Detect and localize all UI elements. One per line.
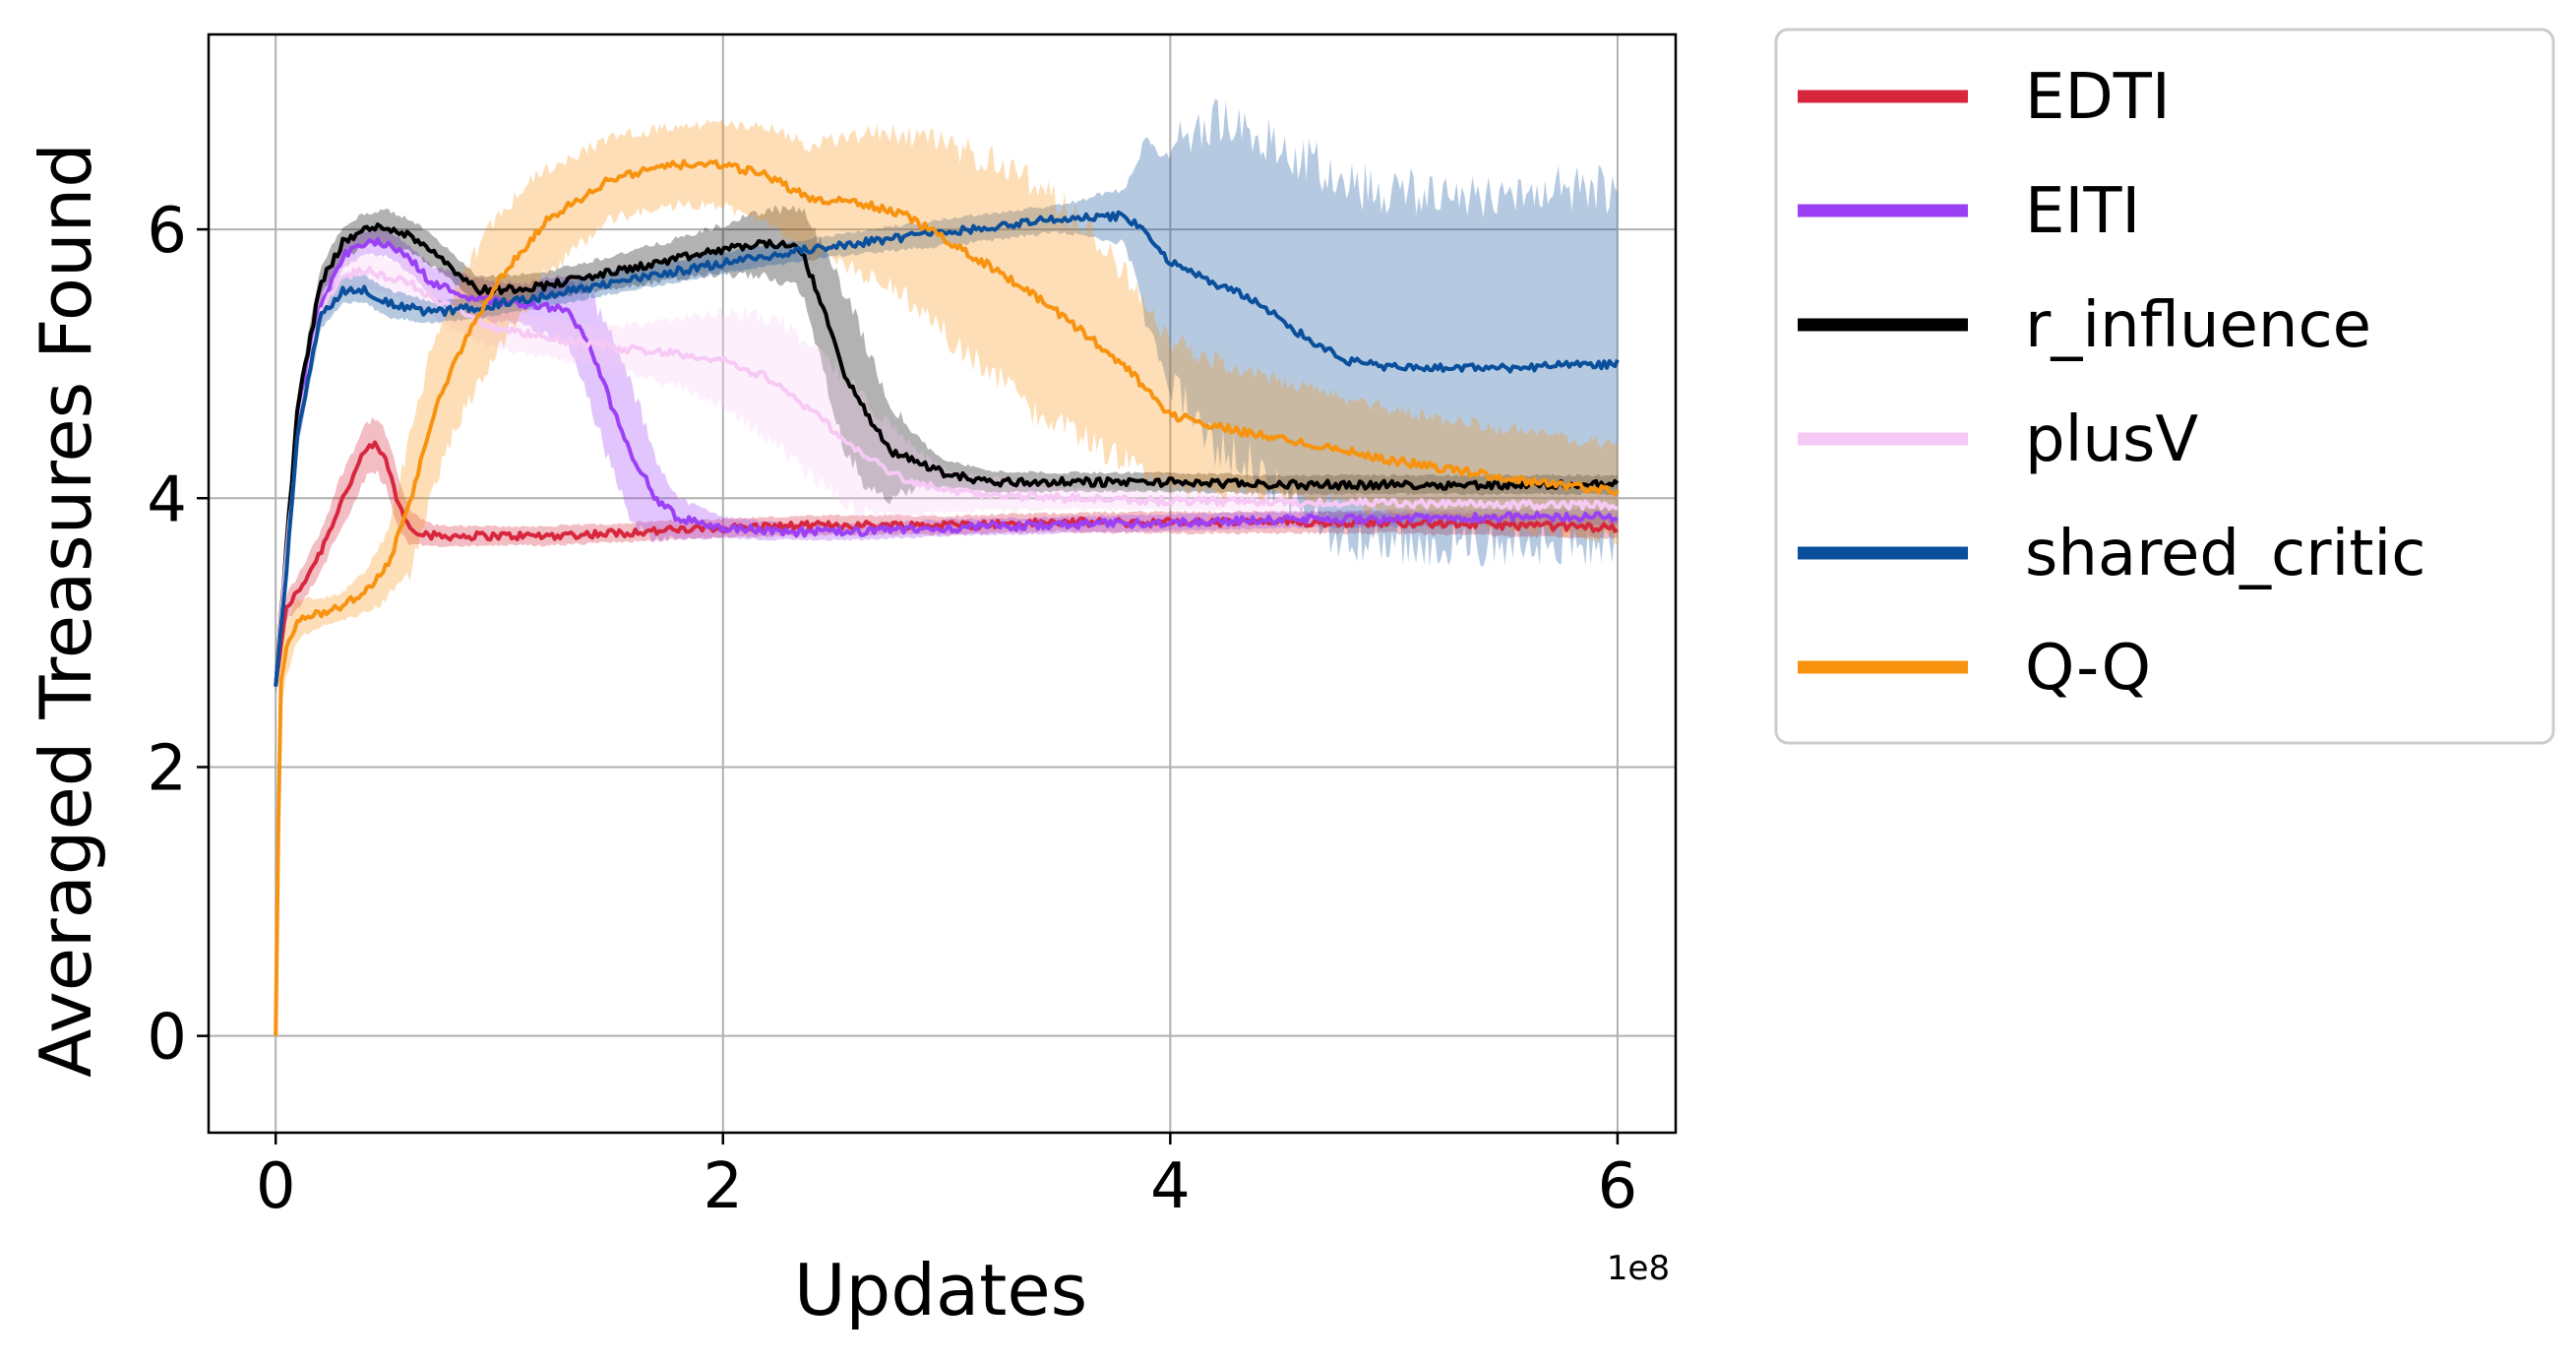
- y-tick-label: 4: [147, 464, 187, 536]
- x-axis-offset-label: 1e8: [1607, 1249, 1670, 1288]
- y-tick-label: 0: [147, 1002, 187, 1075]
- band-Q-Q: [276, 119, 1618, 1036]
- band-EITI: [276, 227, 1618, 693]
- legend-label-EDTI: EDTI: [2025, 61, 2171, 134]
- y-tick-label: 2: [147, 732, 187, 805]
- band-plusV: [276, 252, 1618, 693]
- legend-box: [1774, 28, 2555, 745]
- legend-label-EITI: EITI: [2025, 175, 2140, 248]
- y-axis-label: Averaged Treasures Found: [25, 143, 107, 1078]
- line-Q-Q: [274, 158, 1620, 1036]
- line-plusV: [274, 266, 1619, 687]
- x-tick-label: 0: [256, 1150, 296, 1223]
- confidence-bands: [276, 98, 1618, 1036]
- y-axis-ticks: 0 2 4 6: [147, 195, 209, 1075]
- line-r_influence: [274, 222, 1620, 687]
- legend-label-Q-Q: Q-Q: [2025, 632, 2151, 705]
- x-axis-label: Updates: [794, 1249, 1087, 1331]
- x-tick-label: 2: [703, 1150, 743, 1223]
- legend-label-r_influence: r_influence: [2025, 289, 2371, 362]
- x-tick-label: 4: [1150, 1150, 1191, 1223]
- plot-frame: [207, 32, 1678, 1135]
- legend-label-shared_critic: shared_critic: [2025, 518, 2425, 590]
- series-lines: [274, 158, 1620, 1036]
- x-axis-ticks: 0 2 4 6: [256, 1133, 1637, 1223]
- x-tick-label: 6: [1598, 1150, 1638, 1223]
- legend: EDTI EITI r_influence plusV shared_critic Q-Q: [1774, 28, 2555, 745]
- legend-label-plusV: plusV: [2025, 403, 2198, 476]
- grid: [209, 34, 1676, 1133]
- line-shared_critic: [274, 210, 1620, 687]
- y-tick-label: 6: [147, 195, 187, 268]
- band-shared_critic: [276, 98, 1618, 693]
